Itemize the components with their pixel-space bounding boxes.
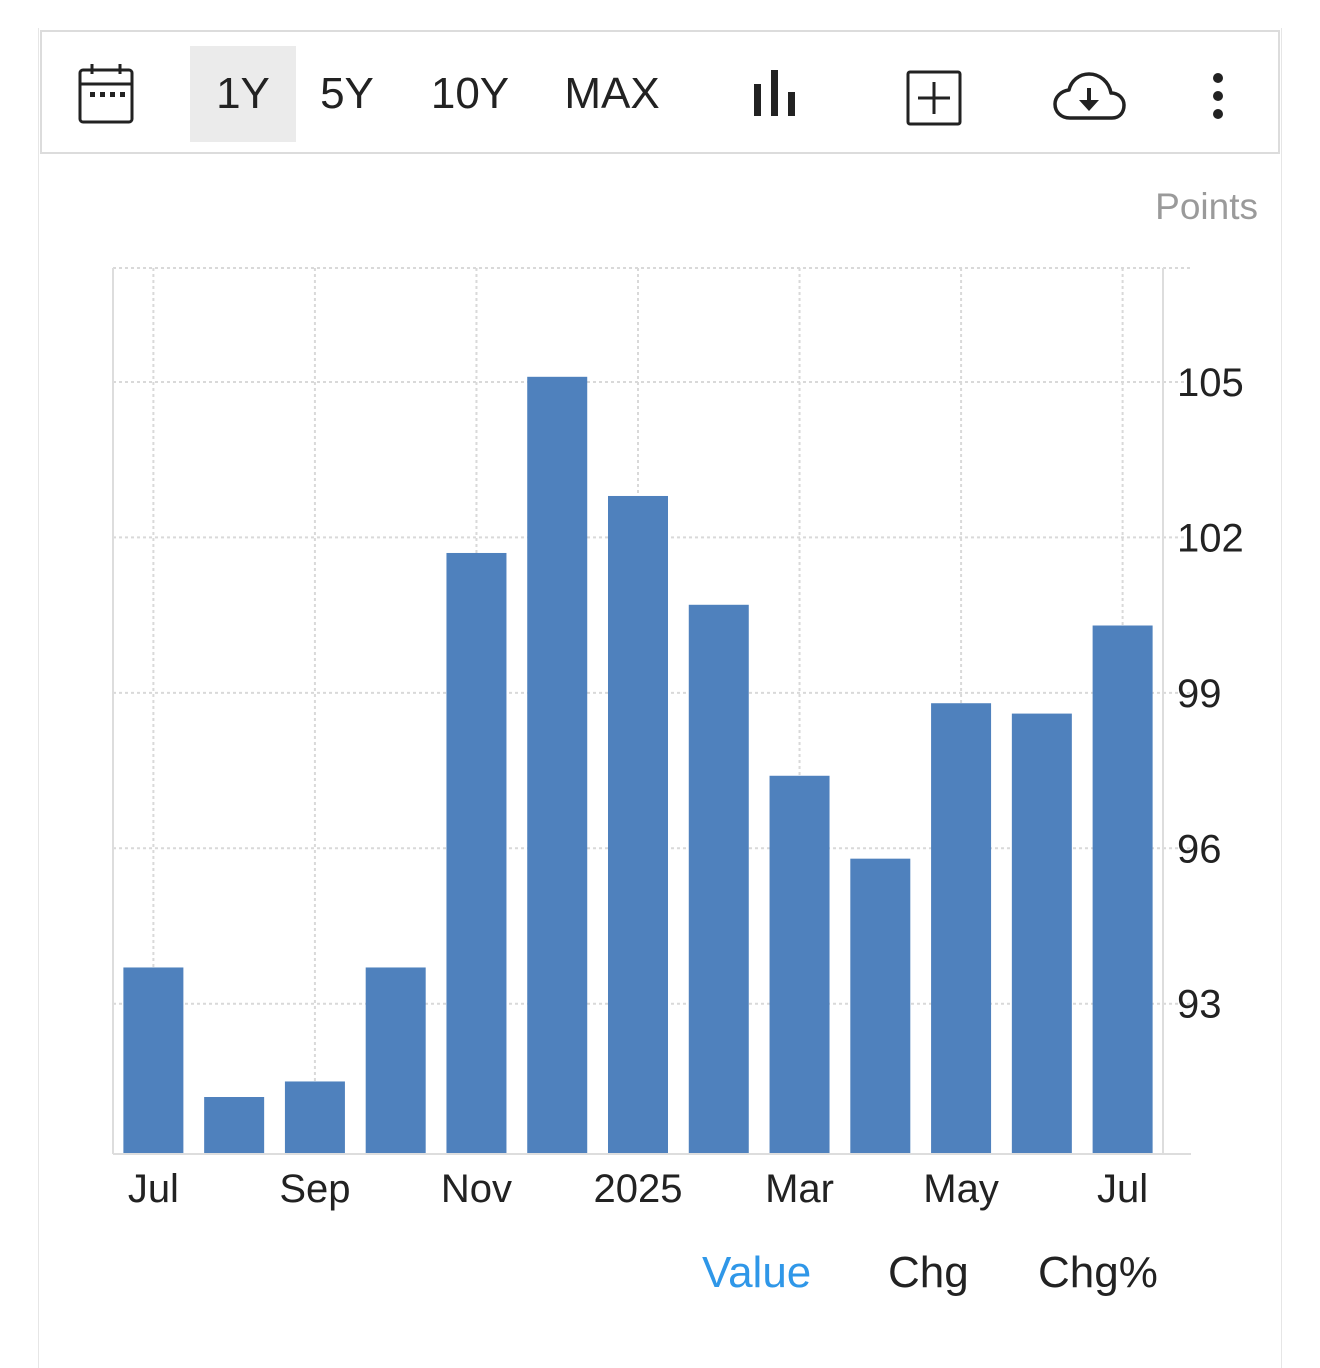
bar-chart-icon[interactable]	[752, 70, 798, 116]
bar-2025-01[interactable]	[608, 495, 668, 1155]
range-10y-button[interactable]: 10Y	[430, 69, 510, 118]
calendar-icon[interactable]	[78, 62, 134, 124]
more-vertical-icon[interactable]	[1208, 72, 1228, 120]
y-tick-label: 102	[1177, 516, 1244, 560]
x-tick-label: Jul	[1097, 1167, 1148, 1211]
x-tick-label: Jul	[128, 1167, 179, 1211]
bar-2025-06[interactable]	[1011, 713, 1072, 1154]
bar-2024-11[interactable]	[446, 552, 507, 1154]
x-tick-label: Nov	[441, 1167, 512, 1211]
bar-2025-07[interactable]	[1092, 625, 1153, 1154]
bar-2024-12[interactable]	[527, 376, 588, 1154]
y-tick-label: 96	[1177, 827, 1222, 871]
tab-value[interactable]: Value	[702, 1248, 812, 1297]
range-max-button[interactable]: MAX	[564, 69, 660, 118]
x-tick-label: Sep	[279, 1167, 350, 1211]
tab-chg[interactable]: Chg	[888, 1248, 969, 1297]
y-tick-label: 99	[1177, 672, 1222, 716]
range-1y-button[interactable]: 1Y	[190, 46, 296, 142]
tab-chg-pct[interactable]: Chg%	[1038, 1248, 1158, 1297]
bar-2025-04[interactable]	[850, 858, 911, 1154]
bar-2025-02[interactable]	[688, 604, 749, 1154]
chart-toolbar: 1Y 5Y 10Y MAX	[40, 30, 1280, 154]
chart-panel	[38, 28, 1282, 1368]
series-tabs: Value Chg Chg%	[0, 1248, 1320, 1308]
x-tick-label: Mar	[765, 1167, 834, 1211]
add-box-icon[interactable]	[906, 70, 962, 126]
bar-2024-10[interactable]	[365, 967, 426, 1154]
range-5y-button[interactable]: 5Y	[320, 69, 374, 118]
y-tick-label: 105	[1177, 361, 1244, 405]
cloud-download-icon[interactable]	[1052, 70, 1126, 122]
x-tick-label: 2025	[594, 1167, 683, 1211]
y-tick-label: 93	[1177, 983, 1222, 1027]
axes: 93 96 99 102 105 Jul Sep Nov 2025 Mar May Jul	[112, 268, 1244, 1211]
bar-2025-03[interactable]	[769, 775, 830, 1154]
bars	[123, 376, 1153, 1155]
bar-2024-09[interactable]	[284, 1081, 345, 1154]
bar-2024-07[interactable]	[123, 967, 184, 1154]
bar-chart: 93 96 99 102 105 Jul Sep Nov 2025 Mar May Jul	[112, 267, 1244, 1211]
x-tick-label: May	[923, 1167, 999, 1211]
unit-label: Points	[1155, 186, 1258, 227]
bar-2025-05[interactable]	[931, 703, 992, 1154]
bar-2024-08[interactable]	[204, 1097, 265, 1154]
